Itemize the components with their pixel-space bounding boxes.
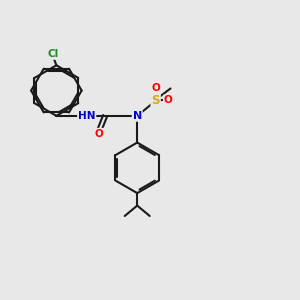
Text: N: N <box>133 111 142 121</box>
Text: O: O <box>164 95 172 105</box>
Text: S: S <box>152 94 160 107</box>
Text: O: O <box>95 129 103 139</box>
Text: HN: HN <box>78 111 95 121</box>
Text: O: O <box>151 83 160 93</box>
Text: Cl: Cl <box>48 49 59 59</box>
